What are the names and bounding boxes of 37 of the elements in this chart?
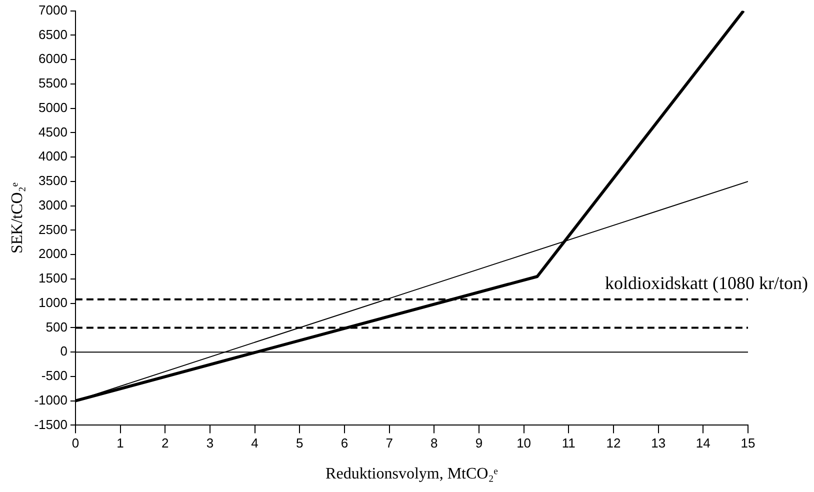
x-tick-label: 2	[162, 436, 169, 451]
x-tick-label: 5	[296, 436, 304, 451]
y-tick-label: 5500	[38, 76, 68, 91]
x-tick-label: 11	[562, 436, 576, 451]
x-axis-title: Reduktionsvolym, MtCO₂ᵉ	[326, 466, 498, 483]
x-tick-label: 15	[740, 436, 756, 451]
ref-line-label: koldioxidskatt (1080 kr/ton)	[605, 273, 808, 294]
y-tick-label: 0	[60, 344, 68, 359]
x-tick-label: 0	[72, 436, 80, 451]
y-tick-label: 2500	[38, 222, 68, 237]
y-tick-label: 4000	[38, 148, 68, 164]
x-tick-label: 4	[251, 436, 258, 451]
y-tick-label: 1500	[38, 270, 68, 286]
x-tick-label: 9	[475, 436, 483, 451]
x-tick-label: 6	[340, 436, 348, 451]
y-axis-title: SEK/tCO₂ᵉ	[8, 182, 26, 254]
x-tick-label: 1	[116, 436, 124, 451]
y-tick-label: 4500	[38, 124, 68, 140]
y-tick-label: 3000	[38, 197, 68, 212]
x-tick-label: 3	[206, 436, 214, 451]
y-tick-label: 7000	[38, 2, 68, 18]
y-tick-label: -1000	[34, 392, 68, 408]
y-tick-label: -500	[41, 368, 68, 384]
y-tick-label: -1500	[34, 416, 68, 432]
x-tick-label: 10	[516, 436, 532, 451]
y-tick-label: 6500	[38, 26, 68, 42]
x-tick-label: 13	[651, 436, 666, 451]
y-tick-label: 1000	[38, 294, 68, 310]
x-tick-label: 14	[696, 436, 710, 451]
y-tick-label: 2000	[38, 246, 68, 262]
x-tick-label: 12	[606, 436, 621, 451]
y-tick-label: 500	[46, 319, 68, 334]
y-tick-label: 3500	[38, 173, 68, 188]
x-tick-label: 7	[386, 436, 393, 451]
y-tick-label: 6000	[38, 51, 68, 66]
x-tick-label: 8	[430, 436, 438, 451]
y-tick-label: 5000	[38, 100, 68, 115]
